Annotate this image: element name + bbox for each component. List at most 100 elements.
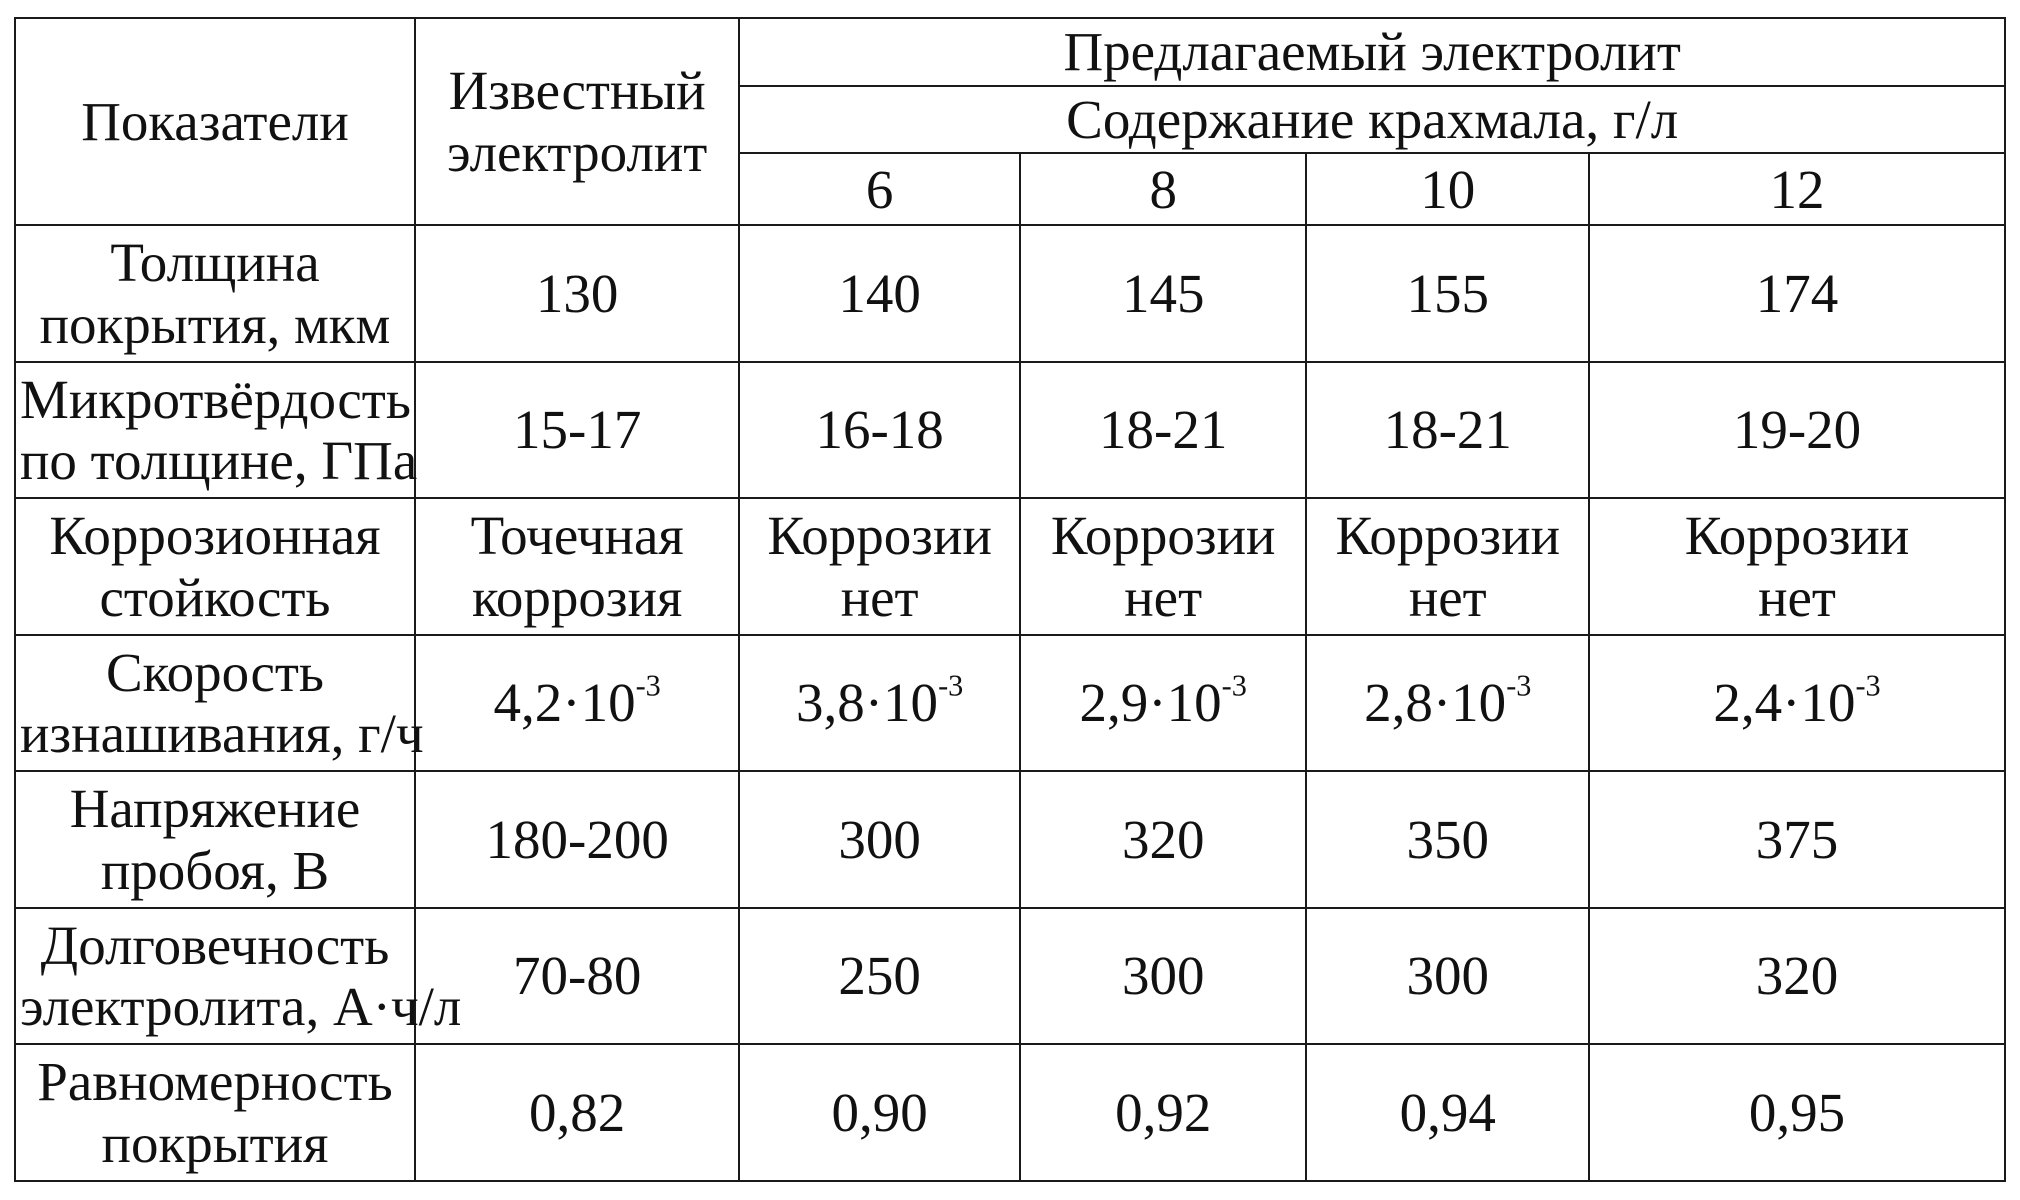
cell-value: 19-20 (1594, 399, 2000, 461)
document-page: Показатели Известный электролит Предлага… (14, 17, 2006, 1182)
row-label: Толщинапокрытия, мкм (15, 225, 415, 362)
row-label: Коррозионнаястойкость (15, 498, 415, 635)
cell-value: 0,90 (744, 1082, 1015, 1144)
cell-conc-10: 155 (1306, 225, 1589, 362)
cell-conc-12: 174 (1589, 225, 2005, 362)
row-label: Скоростьизнашивания, г/ч (15, 635, 415, 772)
cell-value: 0,92 (1025, 1082, 1302, 1144)
cell-conc-10: 2,8·10-3 (1306, 635, 1589, 772)
cell-value: 375 (1594, 809, 2000, 871)
cell-conc-8: 0,92 (1020, 1044, 1307, 1181)
cell-conc-10: 350 (1306, 771, 1589, 908)
cell-conc-6: 16-18 (739, 362, 1020, 499)
table-row-thickness: Толщинапокрытия, мкм130140145155174 (15, 225, 2005, 362)
row-label-line: электролита, А·ч/л (20, 976, 410, 1038)
cell-known: 15-17 (415, 362, 739, 499)
cell-conc-10: 18-21 (1306, 362, 1589, 499)
row-label-line: стойкость (20, 567, 410, 629)
cell-value: 2,8·10-3 (1311, 672, 1584, 734)
cell-value: Коррозии (1594, 505, 2000, 567)
cell-conc-6: 0,90 (739, 1044, 1020, 1181)
cell-value-base: 3,8·10 (796, 672, 938, 733)
cell-value-base: 4,2·10 (494, 672, 636, 733)
cell-conc-12: 19-20 (1589, 362, 2005, 499)
header-proposed-text: Предлагаемый электролит (744, 21, 2000, 83)
cell-conc-12: 375 (1589, 771, 2005, 908)
cell-known: 4,2·10-3 (415, 635, 739, 772)
cell-value: Коррозии (1025, 505, 1302, 567)
cell-conc-12: 0,95 (1589, 1044, 2005, 1181)
row-label-line: Равномерность (20, 1051, 410, 1113)
row-label: Микротвёрдостьпо толщине, ГПа (15, 362, 415, 499)
row-label-line: Коррозионная (20, 505, 410, 567)
cell-value: коррозия (420, 567, 734, 629)
table-row-corrosion-resistance: КоррозионнаястойкостьТочечнаякоррозияКор… (15, 498, 2005, 635)
header-starch-text: Содержание крахмала, г/л (744, 89, 2000, 151)
cell-value: Точечная (420, 505, 734, 567)
cell-value: 320 (1025, 809, 1302, 871)
cell-value: 0,94 (1311, 1082, 1584, 1144)
row-label-line: Микротвёрдость (20, 369, 410, 431)
cell-value-base: 2,4·10 (1713, 672, 1855, 733)
cell-value-base: 2,8·10 (1364, 672, 1506, 733)
cell-value-exponent: -3 (636, 669, 661, 703)
cell-value: нет (1594, 567, 2000, 629)
cell-value: нет (744, 567, 1015, 629)
cell-value-exponent: -3 (1222, 669, 1247, 703)
cell-conc-8: Коррозиинет (1020, 498, 1307, 635)
data-rows: Толщинапокрытия, мкм130140145155174Микро… (15, 225, 2005, 1181)
row-label-line: покрытия, мкм (20, 294, 410, 356)
header-known-electrolyte: Известный электролит (415, 18, 739, 225)
cell-value: 2,9·10-3 (1025, 672, 1302, 734)
cell-known: 180-200 (415, 771, 739, 908)
header-concentration-12: 12 (1589, 153, 2005, 225)
cell-value-exponent: -3 (1506, 669, 1531, 703)
cell-conc-8: 2,9·10-3 (1020, 635, 1307, 772)
cell-value: 350 (1311, 809, 1584, 871)
cell-value-base: 2,9·10 (1080, 672, 1222, 733)
cell-value: нет (1311, 567, 1584, 629)
cell-value: 180-200 (420, 809, 734, 871)
cell-conc-6: 140 (739, 225, 1020, 362)
cell-value: Коррозии (1311, 505, 1584, 567)
row-label-line: Долговечность (20, 915, 410, 977)
cell-known: 130 (415, 225, 739, 362)
cell-conc-8: 145 (1020, 225, 1307, 362)
cell-conc-6: 300 (739, 771, 1020, 908)
table-row-coating-uniformity: Равномерностьпокрытия0,820,900,920,940,9… (15, 1044, 2005, 1181)
cell-value: 320 (1594, 945, 2000, 1007)
cell-conc-12: 2,4·10-3 (1589, 635, 2005, 772)
cell-value: 0,82 (420, 1082, 734, 1144)
header-concentration-text: 10 (1311, 159, 1584, 221)
row-label-line: по толщине, ГПа (20, 430, 410, 492)
row-label: Равномерностьпокрытия (15, 1044, 415, 1181)
table-row-electrolyte-durability: Долговечностьэлектролита, А·ч/л70-802503… (15, 908, 2005, 1045)
table-row-breakdown-voltage: Напряжениепробоя, В180-200300320350375 (15, 771, 2005, 908)
table-body: Показатели Известный электролит Предлага… (15, 18, 2005, 225)
row-label-line: Скорость (20, 642, 410, 704)
cell-value-exponent: -3 (1855, 669, 1880, 703)
header-proposed-electrolyte: Предлагаемый электролит (739, 18, 2005, 86)
cell-value: 250 (744, 945, 1015, 1007)
cell-conc-8: 320 (1020, 771, 1307, 908)
header-concentration-text: 8 (1025, 159, 1302, 221)
header-concentration-6: 6 (739, 153, 1020, 225)
cell-value: 140 (744, 263, 1015, 325)
row-label: Напряжениепробоя, В (15, 771, 415, 908)
cell-value: 300 (1311, 945, 1584, 1007)
header-indicators-text: Показатели (20, 91, 410, 153)
header-concentration-text: 12 (1594, 159, 2000, 221)
cell-conc-6: 250 (739, 908, 1020, 1045)
cell-value: Коррозии (744, 505, 1015, 567)
cell-conc-12: Коррозиинет (1589, 498, 2005, 635)
cell-value: 130 (420, 263, 734, 325)
cell-value: 70-80 (420, 945, 734, 1007)
cell-conc-6: 3,8·10-3 (739, 635, 1020, 772)
row-label: Долговечностьэлектролита, А·ч/л (15, 908, 415, 1045)
cell-value: 300 (744, 809, 1015, 871)
header-concentration-10: 10 (1306, 153, 1589, 225)
cell-value: нет (1025, 567, 1302, 629)
header-concentration-text: 6 (744, 159, 1015, 221)
table-row-wear-rate: Скоростьизнашивания, г/ч4,2·10-33,8·10-3… (15, 635, 2005, 772)
cell-conc-8: 300 (1020, 908, 1307, 1045)
